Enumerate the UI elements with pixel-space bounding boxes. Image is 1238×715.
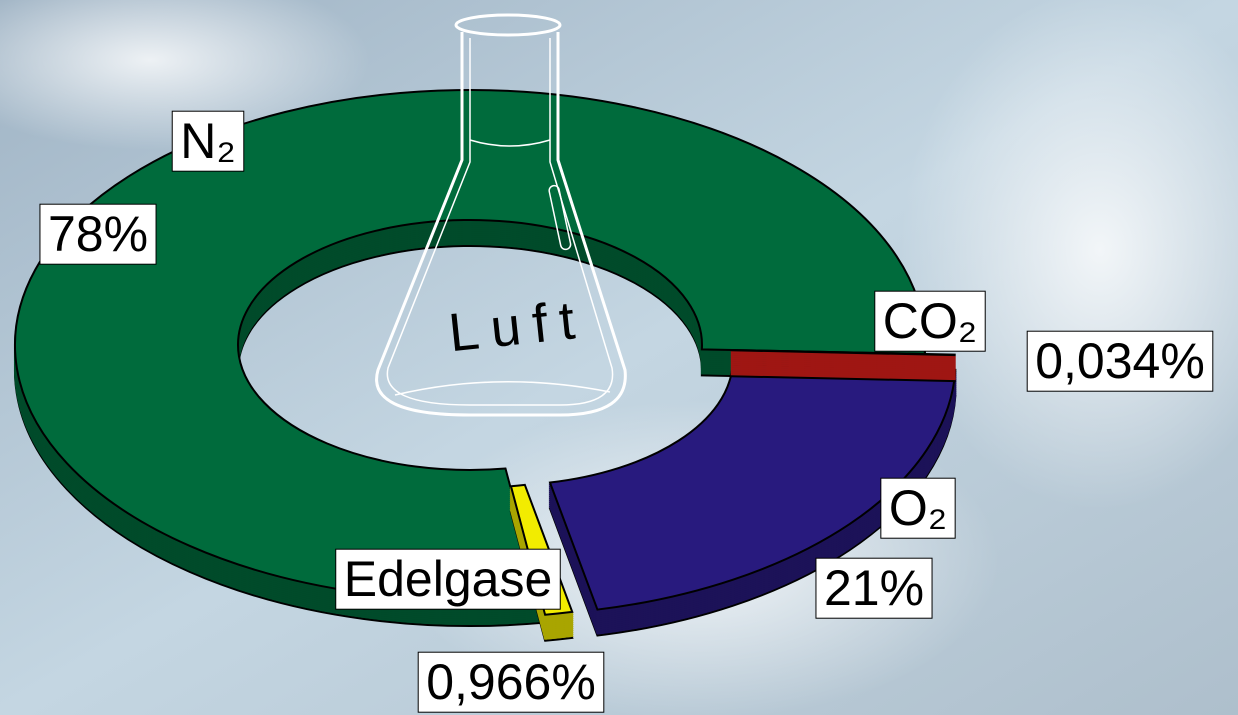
value-label: 78%: [48, 206, 148, 262]
category-label: Edelgase: [344, 551, 553, 607]
value-label: 0,966%: [426, 654, 596, 710]
category-label: N₂: [180, 113, 236, 169]
slice-group: [732, 350, 955, 381]
value-label: 21%: [824, 560, 924, 616]
chart: Luft N₂78%Edelgase0,966%O₂21%CO₂0,034%: [0, 0, 1238, 715]
category-label: O₂: [889, 480, 947, 536]
page: {"chart_data": {"type": "pie", "title": …: [0, 0, 1238, 715]
category-label: CO₂: [883, 293, 977, 349]
value-label: 0,034%: [1035, 333, 1205, 389]
